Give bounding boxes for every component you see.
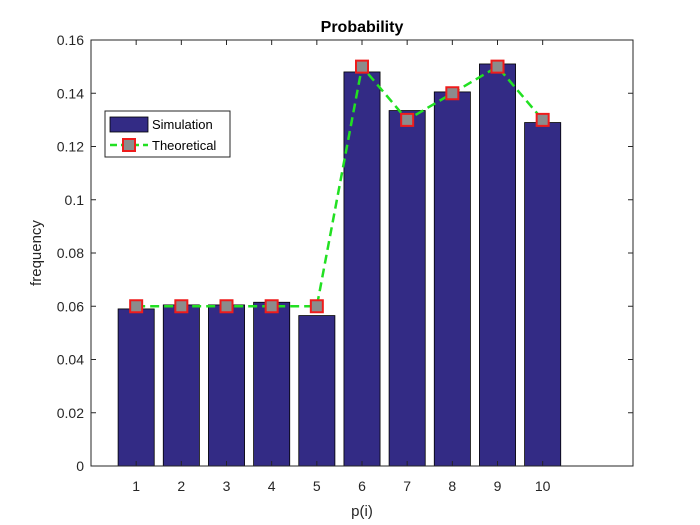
legend-swatch-simulation bbox=[109, 116, 149, 133]
bar-2 bbox=[162, 304, 200, 467]
bar-1 bbox=[117, 308, 155, 467]
x-tick-label-8: 8 bbox=[448, 478, 456, 494]
bar-3 bbox=[208, 304, 245, 467]
theoretical-marker-4 bbox=[264, 299, 279, 314]
theoretical-marker-6 bbox=[355, 59, 369, 74]
y-tick-label: 0.04 bbox=[57, 352, 84, 368]
x-tick-label-3: 3 bbox=[223, 478, 231, 494]
bar-9 bbox=[479, 63, 516, 467]
bar-5 bbox=[298, 315, 336, 467]
bar-8 bbox=[433, 91, 471, 467]
y-tick-label: 0.1 bbox=[65, 192, 85, 208]
x-axis-label: p(i) bbox=[351, 503, 373, 520]
x-tick-label-7: 7 bbox=[403, 478, 411, 494]
x-tick-label-9: 9 bbox=[494, 478, 502, 494]
legend-label-theoretical: Theoretical bbox=[152, 138, 216, 153]
bar-4 bbox=[253, 301, 291, 467]
bar-7 bbox=[388, 110, 426, 467]
bar-10 bbox=[524, 122, 562, 467]
x-tick-label-10: 10 bbox=[535, 478, 551, 494]
theoretical-marker-3 bbox=[219, 299, 234, 314]
x-tick-label-6: 6 bbox=[358, 478, 366, 494]
chart-title: Probability bbox=[321, 19, 404, 36]
theoretical-marker-1 bbox=[129, 299, 144, 314]
legend-label-simulation: Simulation bbox=[152, 117, 213, 132]
y-tick-label: 0.06 bbox=[57, 298, 84, 314]
theoretical-line bbox=[136, 63, 544, 308]
y-tick-label: 0.12 bbox=[57, 139, 84, 155]
y-tick-label: 0 bbox=[76, 458, 84, 474]
theoretical-marker-9 bbox=[490, 59, 505, 74]
x-tick-label-4: 4 bbox=[268, 478, 276, 494]
bar-6 bbox=[343, 71, 381, 467]
x-tick-label-5: 5 bbox=[313, 478, 321, 494]
theoretical-marker-5 bbox=[309, 299, 324, 314]
x-tick-label-2: 2 bbox=[177, 478, 185, 494]
y-tick-label: 0.02 bbox=[57, 405, 84, 421]
y-axis-label: frequency bbox=[28, 220, 45, 286]
y-tick-label: 0.08 bbox=[57, 245, 84, 261]
theoretical-marker-10 bbox=[535, 112, 550, 127]
legend: Simulation Theoretical bbox=[104, 110, 231, 158]
y-tick-label: 0.14 bbox=[57, 85, 84, 101]
theoretical-marker-2 bbox=[174, 299, 189, 314]
legend-swatch-theoretical-marker bbox=[122, 138, 136, 152]
theoretical-marker-7 bbox=[400, 112, 415, 127]
theoretical-marker-8 bbox=[445, 86, 460, 101]
x-tick-label-1: 1 bbox=[132, 478, 140, 494]
y-tick-label: 0.16 bbox=[57, 32, 84, 48]
